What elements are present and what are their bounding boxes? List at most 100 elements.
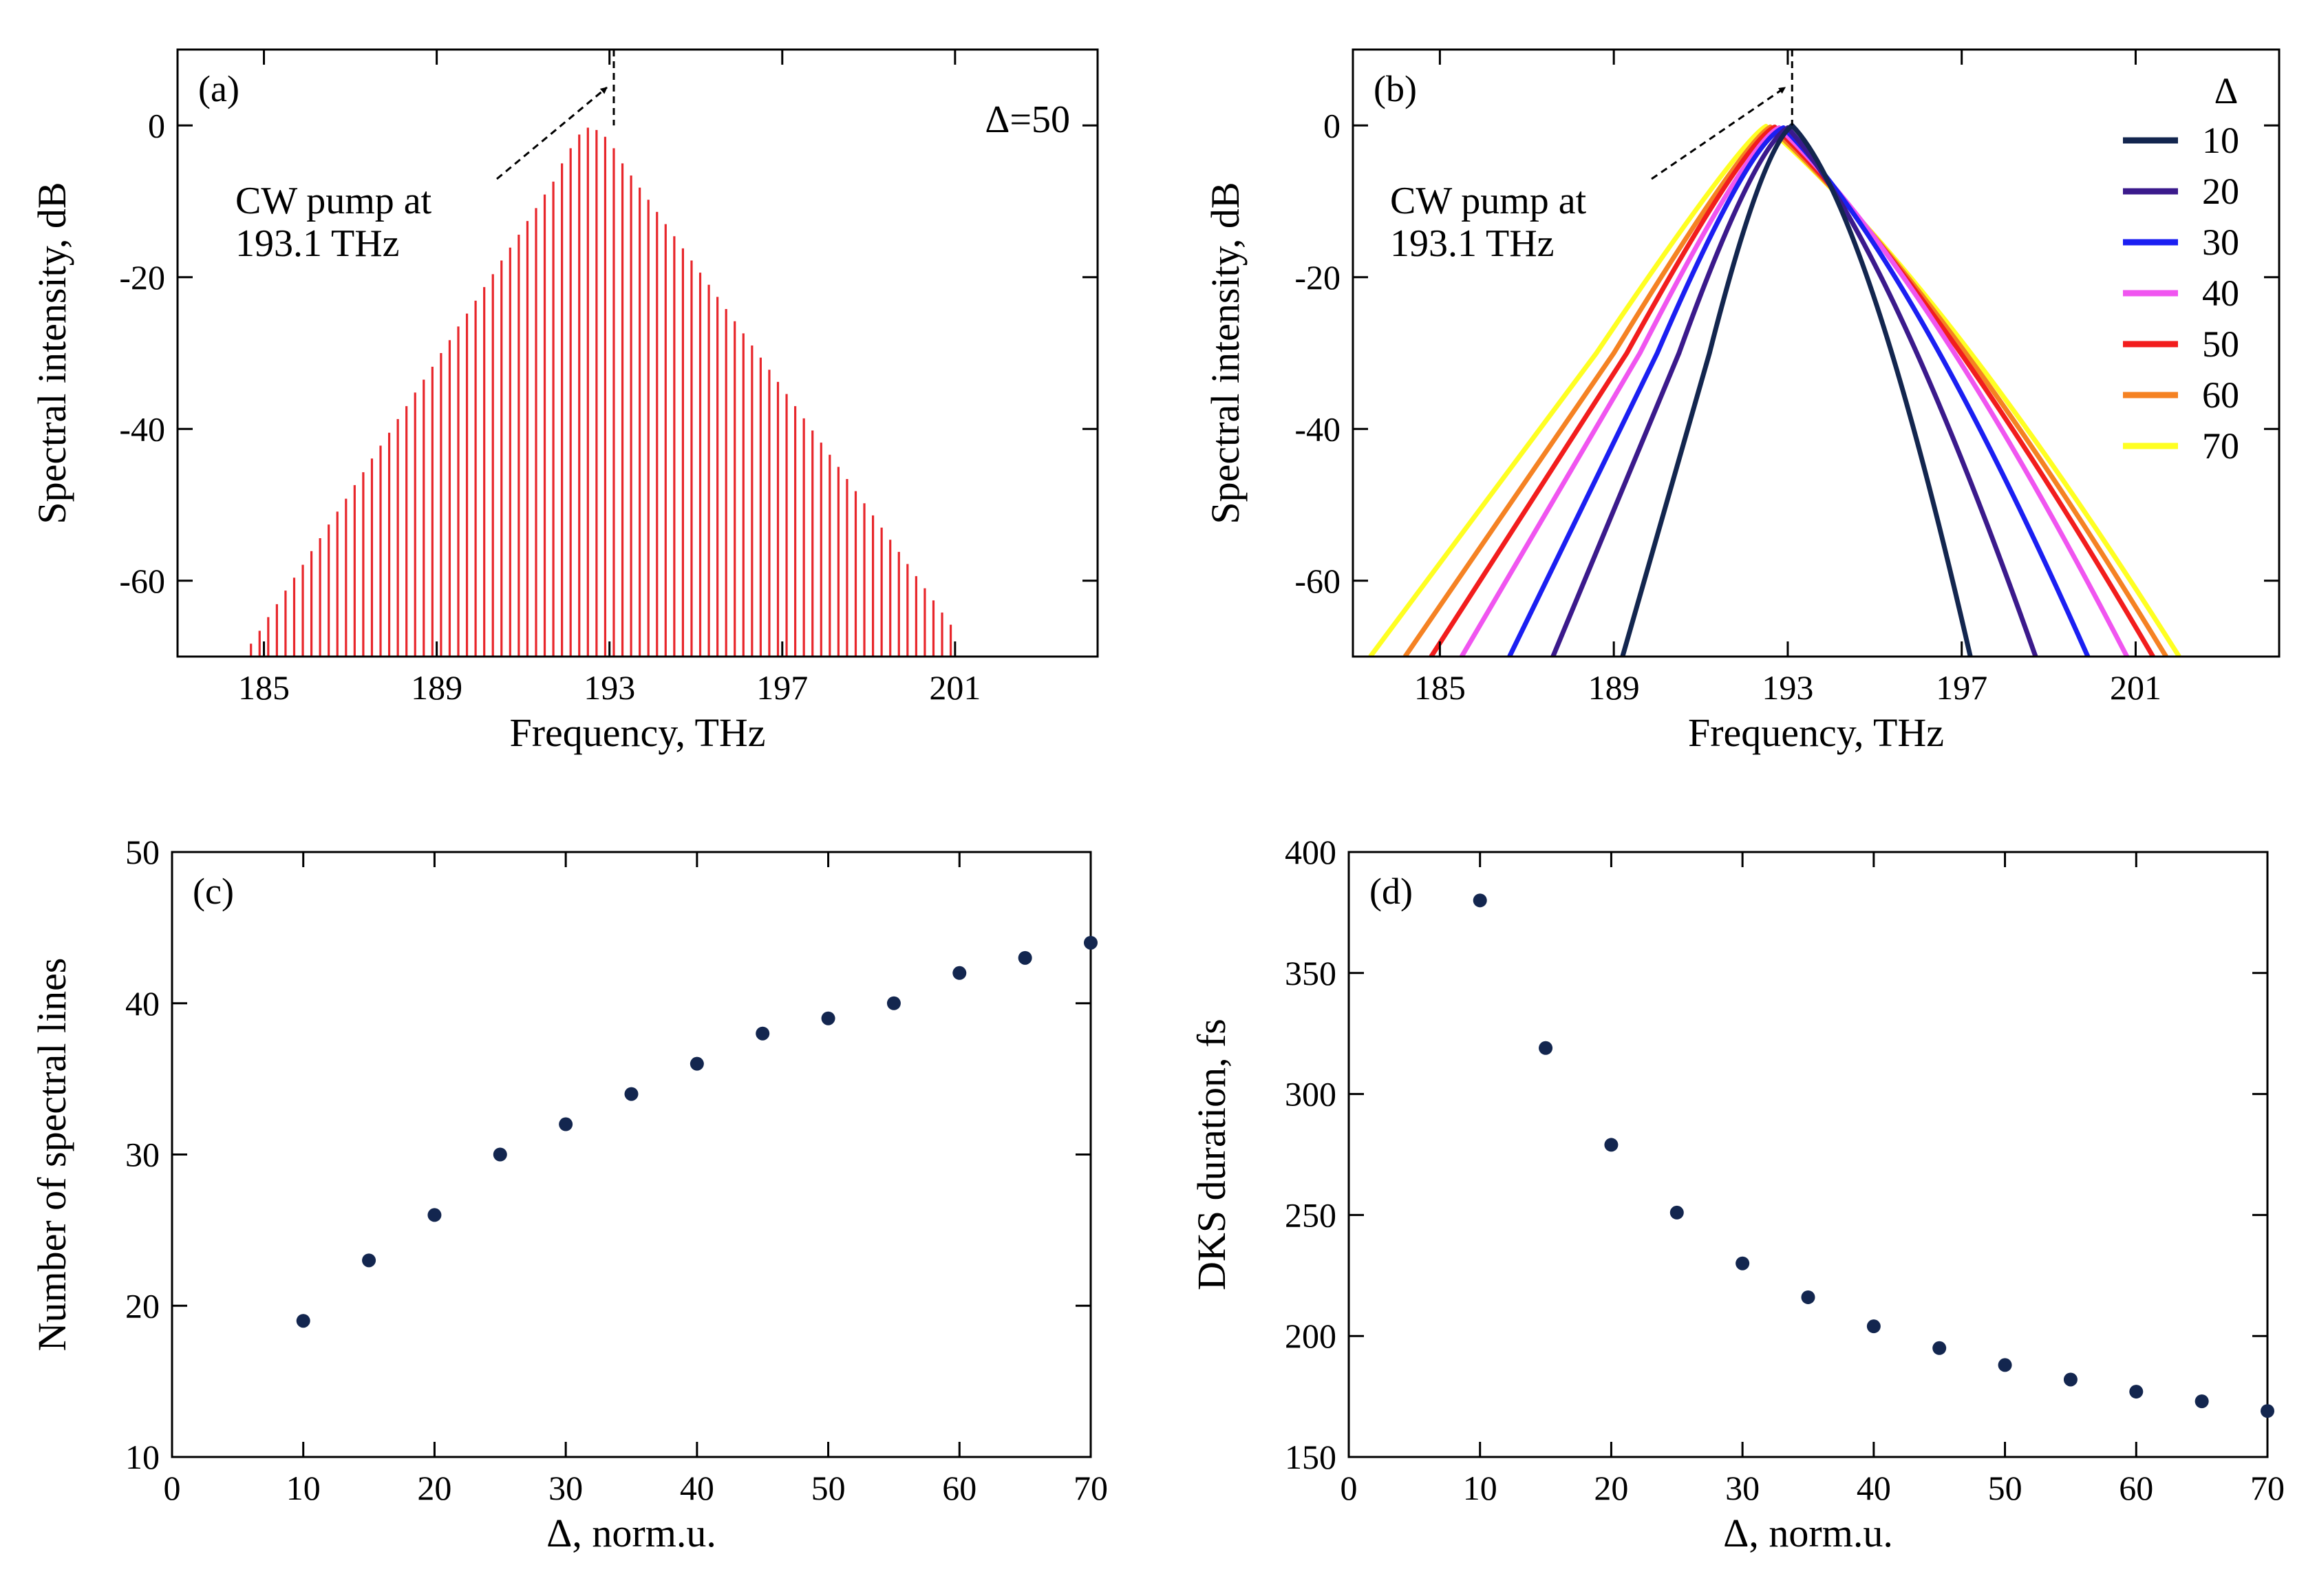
x-tick-label: 30 xyxy=(548,1469,583,1507)
pump-label-line1: CW pump at xyxy=(235,180,432,222)
data-point xyxy=(1998,1358,2012,1372)
legend-label-10: 10 xyxy=(2202,120,2239,161)
x-tick-label: 0 xyxy=(164,1469,181,1507)
y-tick-label: 400 xyxy=(1285,833,1336,871)
y-tick-label: 300 xyxy=(1285,1075,1336,1114)
x-tick-label: 201 xyxy=(2110,668,2161,707)
x-tick-label: 30 xyxy=(1725,1469,1760,1507)
x-tick-label: 189 xyxy=(1588,668,1640,707)
y-tick-label: -40 xyxy=(119,409,165,448)
y-tick-label: 30 xyxy=(125,1136,160,1174)
x-tick-label: 201 xyxy=(929,668,981,707)
data-point xyxy=(2063,1372,2078,1387)
data-point xyxy=(1473,893,1487,908)
data-point xyxy=(2129,1385,2144,1399)
data-point xyxy=(952,966,967,980)
x-axis-label: Δ, norm.u. xyxy=(1723,1511,1893,1555)
data-point xyxy=(1084,935,1098,950)
x-tick-label: 185 xyxy=(1414,668,1466,707)
data-point xyxy=(1539,1041,1553,1055)
pump-arrow xyxy=(1651,86,1786,180)
spectral-envelopes xyxy=(1368,123,2181,657)
x-tick-label: 189 xyxy=(411,668,462,707)
y-tick-label: -20 xyxy=(1294,258,1341,297)
data-point xyxy=(690,1056,704,1071)
x-tick-label: 193 xyxy=(1762,668,1813,707)
spectral-lines xyxy=(250,127,952,657)
data-point xyxy=(756,1026,770,1041)
plot-frame xyxy=(1347,851,2269,1458)
legend: Δ 10 20 30 40 50 60 70 xyxy=(2123,70,2239,467)
pump-label-line1: CW pump at xyxy=(1390,180,1587,222)
plot-frame xyxy=(1352,48,2281,658)
data-point xyxy=(493,1147,507,1162)
data-point xyxy=(1866,1319,1881,1334)
y-tick-label: 150 xyxy=(1285,1438,1336,1476)
data-point xyxy=(1018,950,1032,965)
legend-label-20: 20 xyxy=(2202,171,2239,212)
x-tick-label: 193 xyxy=(584,668,635,707)
delta-annotation: Δ=50 xyxy=(985,98,1070,141)
x-axis-label: Frequency, THz xyxy=(1688,710,1944,755)
y-tick-label: -60 xyxy=(1294,562,1341,600)
y-axis-label: Number of spectral lines xyxy=(30,958,74,1352)
x-tick-label: 50 xyxy=(1988,1469,2022,1507)
data-point xyxy=(1604,1138,1619,1152)
y-tick-label: 10 xyxy=(125,1438,160,1476)
scatter-points xyxy=(296,935,1098,1328)
pump-arrow xyxy=(496,86,608,180)
data-point xyxy=(559,1117,573,1131)
data-point xyxy=(821,1011,835,1025)
scatter-points xyxy=(1473,893,2274,1418)
y-tick-label: 200 xyxy=(1285,1317,1336,1355)
x-tick-label: 197 xyxy=(1936,668,1987,707)
y-tick-label: 20 xyxy=(125,1286,160,1325)
legend-label-60: 60 xyxy=(2202,374,2239,416)
data-point xyxy=(2261,1404,2274,1418)
panel-label: (b) xyxy=(1374,68,1417,109)
data-point xyxy=(1932,1341,1947,1355)
data-point xyxy=(1736,1256,1750,1270)
pump-label-line2: 193.1 THz xyxy=(235,222,400,265)
data-point xyxy=(1669,1205,1684,1220)
y-tick-label: 0 xyxy=(148,106,165,145)
data-point xyxy=(296,1314,310,1328)
plot-frame xyxy=(171,851,1092,1458)
x-tick-label: 40 xyxy=(1857,1469,1891,1507)
x-tick-label: 185 xyxy=(238,668,290,707)
x-tick-label: 70 xyxy=(2250,1469,2285,1507)
x-tick-label: 50 xyxy=(811,1469,846,1507)
x-axis-label: Frequency, THz xyxy=(509,710,765,755)
y-tick-label: 250 xyxy=(1285,1195,1336,1234)
panel-label: (a) xyxy=(198,68,239,109)
y-tick-label: -20 xyxy=(119,258,165,297)
x-tick-label: 0 xyxy=(1341,1469,1358,1507)
panel-label: (d) xyxy=(1369,871,1413,912)
x-tick-label: 60 xyxy=(2119,1469,2153,1507)
data-point xyxy=(427,1208,442,1222)
x-tick-label: 10 xyxy=(1463,1469,1497,1507)
data-point xyxy=(624,1087,639,1101)
data-point xyxy=(362,1253,376,1268)
panel-a: 185 189 193 197 201 0 -20 -40 -60 Frequency, THz S… xyxy=(30,48,1099,755)
y-tick-label: -40 xyxy=(1294,409,1341,448)
y-axis-label: DKS duration, fs xyxy=(1189,1019,1234,1290)
x-tick-label: 10 xyxy=(286,1469,321,1507)
legend-label-30: 30 xyxy=(2202,222,2239,263)
y-tick-label: -60 xyxy=(119,562,165,600)
pump-label-line2: 193.1 THz xyxy=(1390,222,1555,265)
y-axis-label: Spectral intensity, dB xyxy=(1203,182,1248,524)
x-tick-label: 70 xyxy=(1074,1469,1108,1507)
data-point xyxy=(2195,1394,2209,1409)
panel-label: (c) xyxy=(193,871,234,912)
legend-title: Δ xyxy=(2214,70,2239,111)
y-tick-label: 0 xyxy=(1323,106,1341,145)
series-line-20 xyxy=(1550,125,2038,657)
x-tick-label: 20 xyxy=(417,1469,451,1507)
data-point xyxy=(1801,1290,1815,1304)
y-tick-label: 350 xyxy=(1285,954,1336,992)
plot-frame xyxy=(176,48,1099,658)
